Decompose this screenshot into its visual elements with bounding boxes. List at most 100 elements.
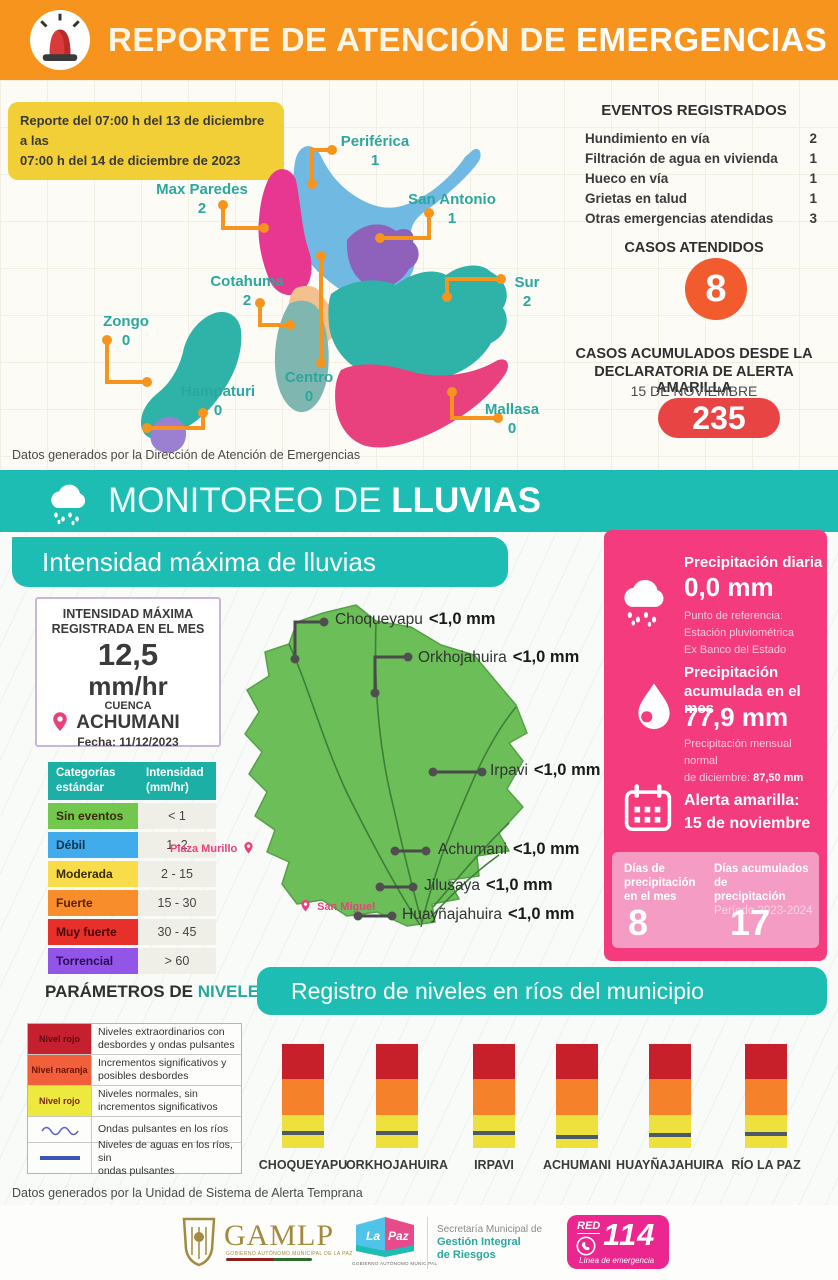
rain-cloud-icon — [51, 484, 86, 526]
water-level-line — [376, 1131, 418, 1135]
bar-label: ACHUMANI — [542, 1158, 612, 1172]
lapaz-logo: La Paz — [356, 1217, 414, 1257]
precip-diaria-value: 0,0 mm — [684, 572, 774, 602]
basin-label-irpavi: Irpavi <1,0 mm — [490, 761, 601, 779]
cuenca-name: ACHUMANI — [37, 712, 219, 734]
casos-atendidos-label: CASOS ATENDIDOS — [624, 240, 764, 256]
rain-cloud-icon — [624, 579, 664, 627]
categorias-table: Categorías estándar Intensidad (mm/hr) Sin… — [48, 762, 216, 974]
report-period-box: Reporte del 07:00 h del 13 de diciembre … — [8, 102, 284, 180]
districts-map — [102, 145, 508, 453]
river-bar-orkhojahuira — [376, 1044, 418, 1148]
categorias-header: Categorías estándar Intensidad (mm/hr) — [48, 762, 216, 800]
river-bar-choqueyapu — [282, 1044, 324, 1148]
district-label-cotahuma: Cotahuma 2 — [210, 273, 284, 309]
events-title: EVENTOS REGISTRADOS — [601, 102, 787, 119]
water-level-line — [649, 1133, 691, 1137]
place-plaza-murillo: Plaza Murillo — [170, 841, 254, 855]
svg-text:La: La — [366, 1229, 380, 1243]
secretaria-text: Secretaría Municipal de Gestión Integral… — [437, 1224, 543, 1261]
logo-divider — [427, 1217, 428, 1269]
categoria-row: Fuerte 15 - 30 — [48, 890, 216, 916]
bar-label: IRPAVI — [474, 1158, 514, 1172]
river-bar-achumani — [556, 1044, 598, 1148]
siren-badge — [30, 10, 90, 70]
casos-acumulados-line2: DECLARATORIA DE ALERTA AMARILLA — [594, 364, 794, 396]
map-pin-icon — [53, 712, 67, 731]
casos-acumulados-value: 235 — [658, 398, 780, 438]
basin-label-huaynajahuira: Huayñajahuira <1,0 mm — [402, 905, 575, 923]
event-row: Grietas en talud 1 — [585, 191, 817, 206]
registro-heading: Registro de niveles en ríos del municipi… — [257, 967, 827, 1015]
district-label-centro: Centro 0 — [284, 369, 334, 405]
water-level-line — [745, 1132, 787, 1136]
legend-row: Niveles de aguas en los ríos, sin ondas p… — [28, 1139, 241, 1177]
alerta-amarilla-label: Alerta amarilla: — [684, 792, 800, 809]
river-bar-huaynajahuira — [649, 1044, 691, 1148]
header: REPORTE DE ATENCIÓN DE EMERGENCIAS — [0, 0, 838, 80]
niveles-legend: Nivel rojo Niveles extraordinarios con de… — [27, 1023, 242, 1177]
precip-acumulada-value: 77,9 mm — [684, 702, 789, 732]
monitoreo-title: MONITOREO DE LLUVIAS — [108, 481, 541, 520]
intensidad-unit: mm/hr — [88, 671, 168, 701]
event-row: Hundimiento en vía 2 — [585, 131, 817, 146]
event-row: Filtración de agua en vivienda 1 — [585, 151, 817, 166]
dias-precipitacion-box: Días de precipitación en el mes Días acu… — [612, 852, 819, 948]
river-bar-irpavi — [473, 1044, 515, 1148]
svg-text:Paz: Paz — [388, 1229, 409, 1243]
categoria-row: Débil 1 -2 — [48, 832, 216, 858]
footer-logos: GAMLP GOBIERNO AUTÓNOMO MUNICIPAL DE LA … — [0, 1205, 838, 1280]
basin-label-orkhojahuira: Orkhojahuira <1,0 mm — [418, 648, 580, 666]
event-row: Hueco en vía 1 — [585, 171, 817, 186]
red114-badge: RED 114 Línea de emergencia — [567, 1215, 669, 1269]
calendar-icon — [624, 784, 672, 832]
basin-label-achumani: Achumani <1,0 mm — [438, 840, 580, 858]
event-row: Otras emergencias atendidas 3 — [585, 211, 817, 226]
gamlp-logo-underline — [226, 1258, 312, 1261]
district-label-zongo: Zongo 0 — [103, 313, 149, 349]
parametros-title: PARÁMETROS DE NIVELES — [45, 982, 271, 1001]
gamlp-crest-icon — [182, 1217, 216, 1267]
siren-icon — [40, 13, 80, 61]
legend-row: Nivel rojo Niveles normales, sin incremen… — [28, 1085, 241, 1116]
intensidad-box: INTENSIDAD MÁXIMA REGISTRADA EN EL MES 1… — [35, 597, 221, 749]
bar-label: RÍO LA PAZ — [731, 1158, 801, 1172]
water-level-line — [282, 1131, 324, 1135]
alerta-amarilla-date: 15 de noviembre — [684, 815, 811, 832]
district-label-sur: Sur 2 — [514, 274, 540, 310]
district-label-hampaturi: Hampaturi 0 — [180, 383, 256, 419]
bar-label: HUAYÑAJAHUIRA — [616, 1158, 724, 1172]
map-pin-icon — [244, 842, 253, 854]
section1-footer: Datos generados por la Dirección de Aten… — [12, 448, 361, 462]
water-level-line — [556, 1135, 598, 1139]
bar-label: ORKHOJAHUIRA — [345, 1158, 449, 1172]
district-label-periferica: Periférica 1 — [340, 133, 410, 169]
casos-acumulados-line1: CASOS ACUMULADOS DESDE LA — [575, 346, 813, 362]
casos-acumulados-sub: 15 DE NOVIEMBRE — [630, 383, 758, 399]
gamlp-logo-text: GAMLP — [224, 1219, 335, 1252]
categoria-row: Sin eventos < 1 — [48, 803, 216, 829]
lapaz-logo-sub: GOBIERNO AUTÓNOMO MUNICIPAL — [352, 1261, 438, 1266]
casos-atendidos-value: 8 — [685, 258, 747, 320]
categoria-row: Torrencial > 60 — [48, 948, 216, 974]
dias-mes-value: 8 — [628, 902, 649, 943]
page-title: REPORTE DE ATENCIÓN DE EMERGENCIAS — [108, 21, 828, 58]
legend-row: Ondas pulsantes en los ríos — [28, 1116, 241, 1142]
district-label-mallasa: Mallasa 0 — [484, 401, 540, 437]
straight-line-icon — [39, 1156, 80, 1160]
water-level-line — [473, 1131, 515, 1135]
water-drop-icon — [638, 683, 670, 730]
basins-map — [244, 604, 528, 928]
phone-icon — [576, 1236, 596, 1256]
intensidad-heading: Intensidad máxima de lluvias — [12, 537, 508, 587]
river-bar-rio-la-paz — [745, 1044, 787, 1148]
map-pin-icon — [301, 900, 310, 912]
categoria-row: Moderada 2 - 15 — [48, 861, 216, 887]
legend-row: Nivel naranja Incrementos significativos… — [28, 1054, 241, 1085]
emergencias-section: Reporte del 07:00 h del 13 de diciembre … — [0, 80, 838, 470]
section3-footer: Datos generados por la Unidad de Sistema… — [12, 1186, 363, 1200]
monitoreo-band: MONITOREO DE LLUVIAS — [0, 470, 838, 532]
district-label-san-antonio: San Antonio 1 — [408, 191, 496, 227]
bar-label: CHOQUEYAPU — [258, 1158, 348, 1172]
